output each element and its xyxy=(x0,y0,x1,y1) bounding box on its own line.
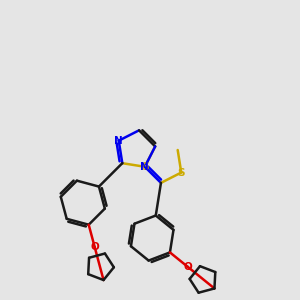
Text: O: O xyxy=(183,262,192,272)
Text: S: S xyxy=(178,167,185,178)
Text: N: N xyxy=(140,162,149,172)
Text: S: S xyxy=(141,162,148,172)
Text: O: O xyxy=(90,242,99,252)
Text: N: N xyxy=(114,136,123,146)
